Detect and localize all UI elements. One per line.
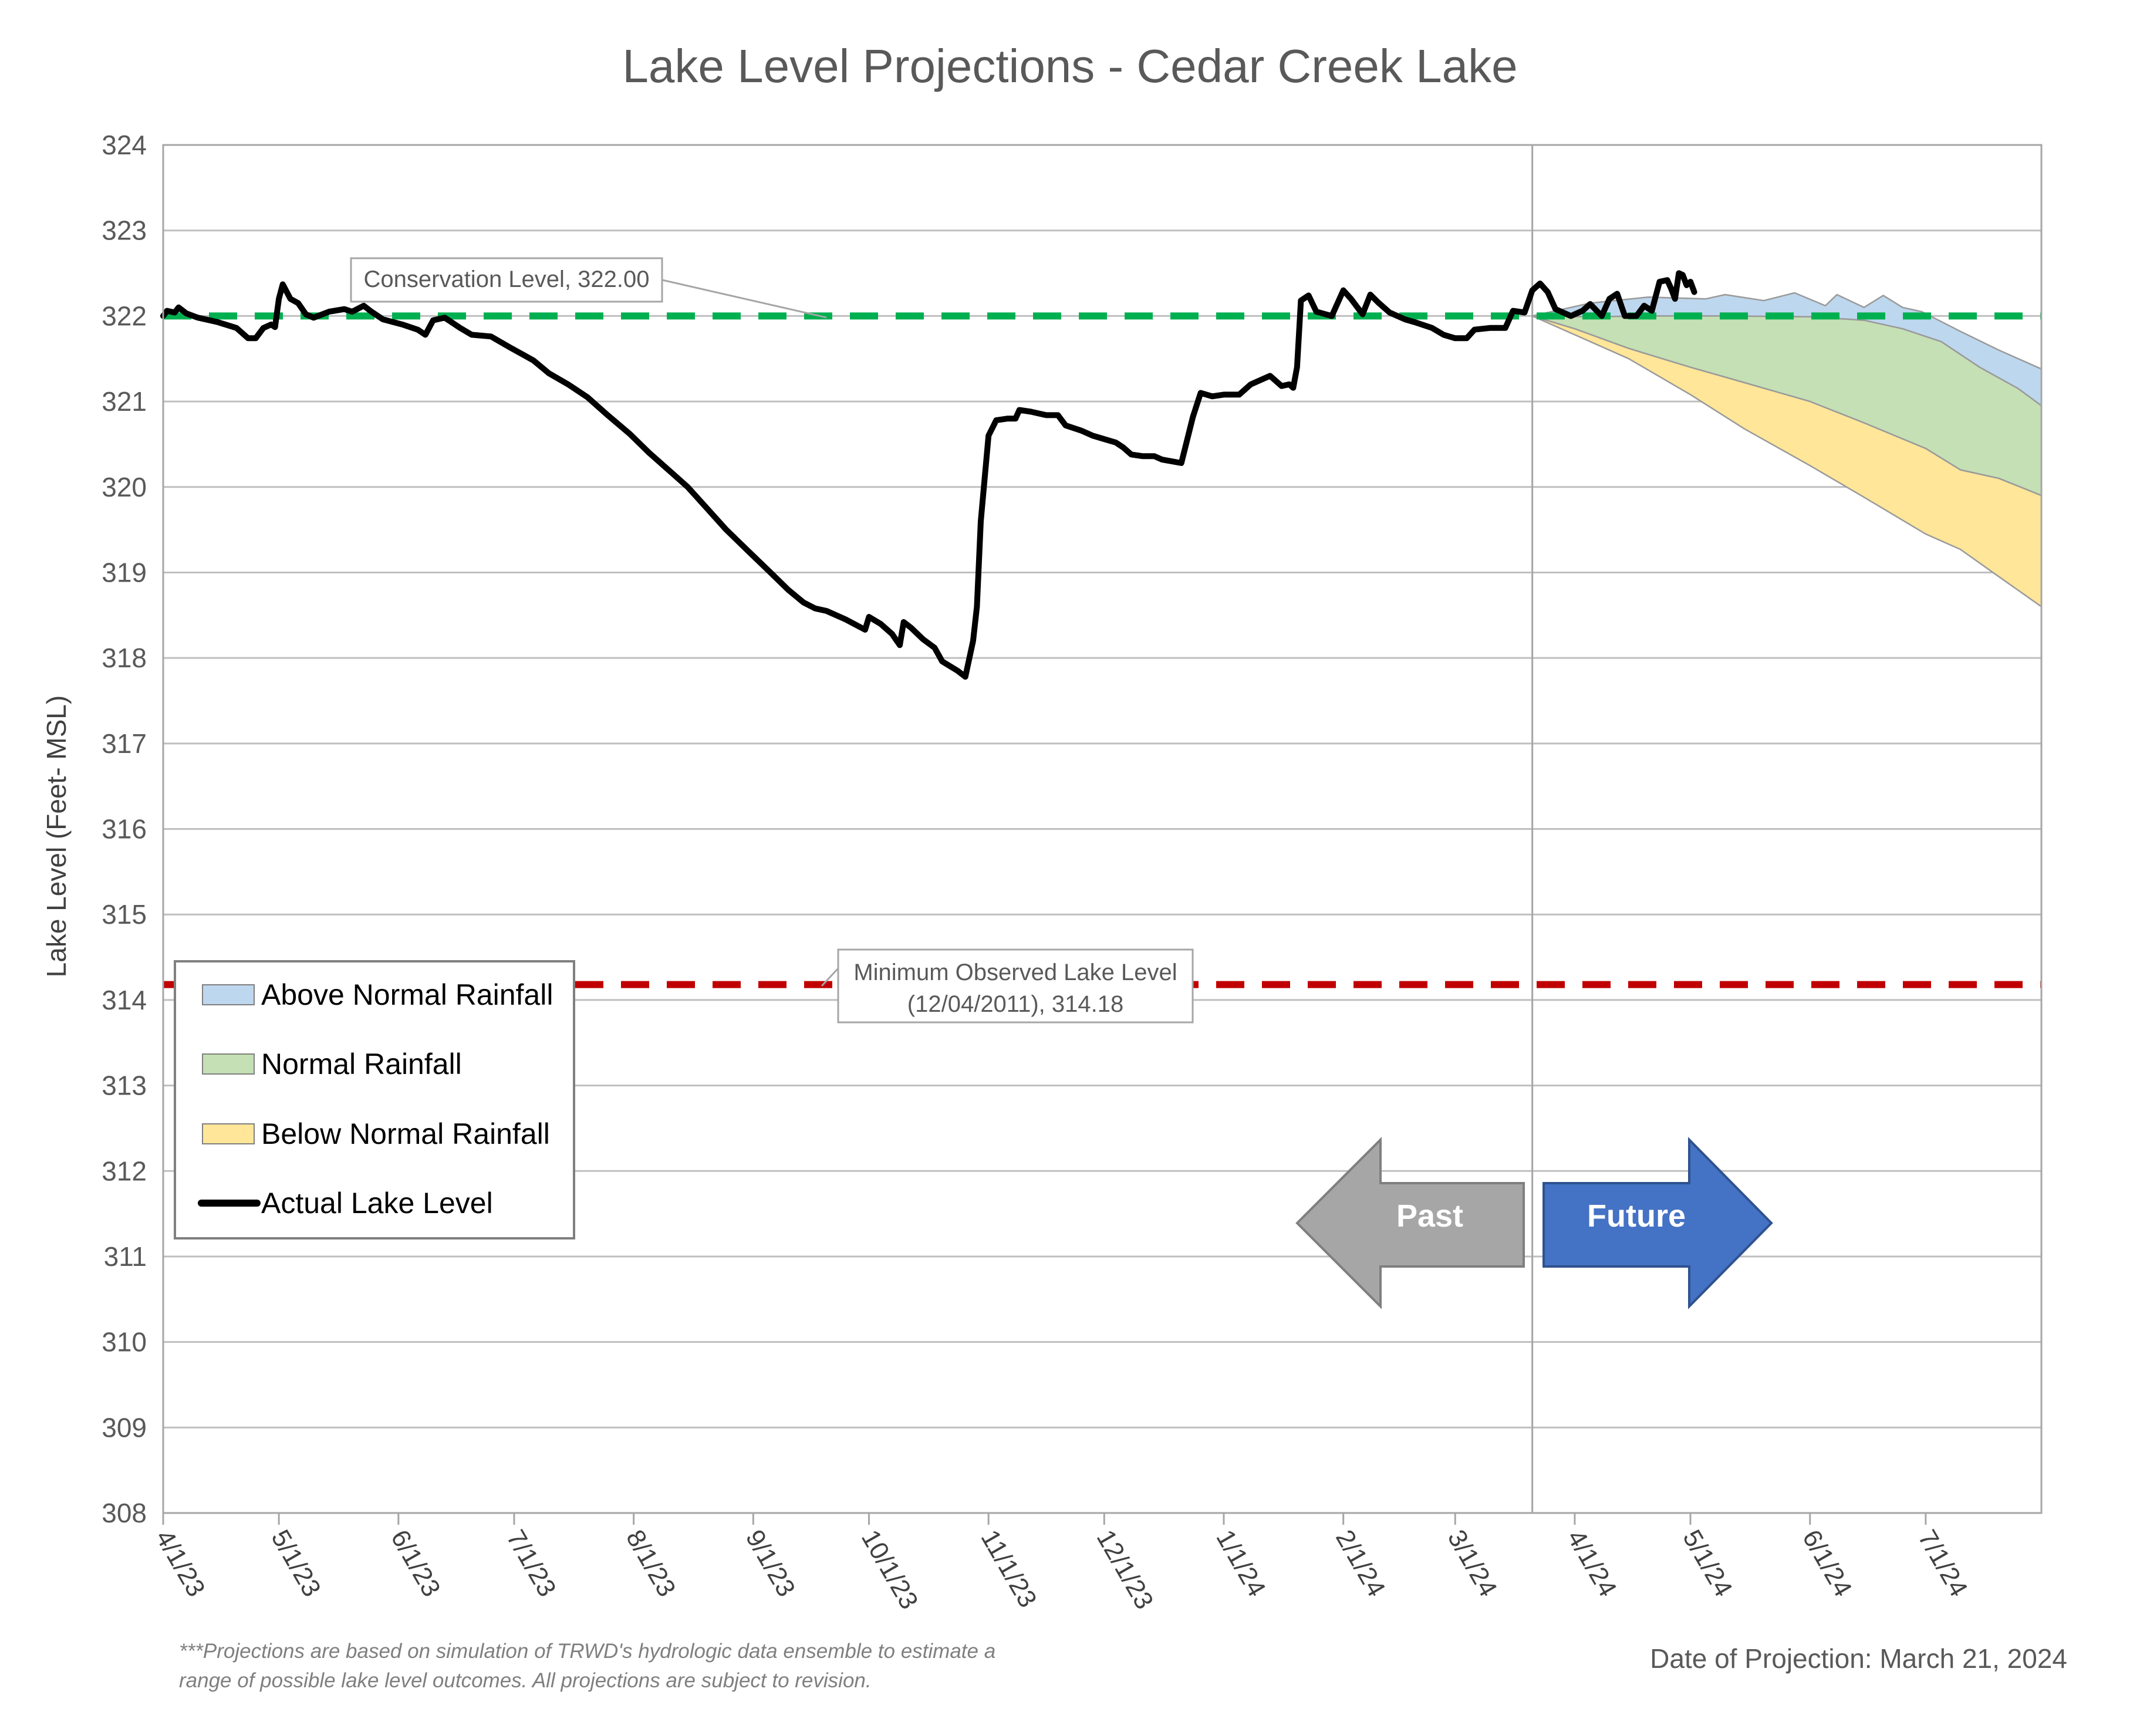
future-arrow-label: Future — [1587, 1198, 1686, 1234]
y-tick-label-315: 315 — [102, 899, 147, 930]
minimum-callout-leader — [821, 967, 839, 987]
minimum-callout-box — [837, 948, 1194, 1024]
y-tick-label-308: 308 — [102, 1498, 147, 1528]
y-tick-label-323: 323 — [102, 215, 147, 246]
minimum-callout-text-line2: (12/04/2011), 314.18 — [907, 991, 1123, 1017]
y-tick-label-311: 311 — [104, 1241, 147, 1272]
minimum-level-callout: Minimum Observed Lake Level (12/04/2011)… — [821, 948, 1194, 1024]
conservation-callout-text: Conservation Level, 322.00 — [364, 266, 650, 292]
y-tick-label-309: 309 — [102, 1412, 147, 1443]
y-tick-label-322: 322 — [102, 300, 147, 331]
y-axis-label: Lake Level (Feet- MSL) — [41, 695, 72, 978]
footnote-line1: ***Projections are based on simulation o… — [179, 1640, 995, 1663]
conservation-callout-box — [350, 257, 663, 303]
legend-swatch-below-normal — [202, 1123, 255, 1144]
y-tick-label-324: 324 — [102, 130, 147, 160]
plot-frame — [162, 144, 2043, 1514]
conservation-callout-leader — [661, 279, 827, 319]
legend-label-above-normal: Above Normal Rainfall — [261, 978, 553, 1011]
legend-label-actual: Actual Lake Level — [261, 1187, 493, 1220]
future-arrow: Future — [1542, 1137, 1773, 1309]
past-arrow-label: Past — [1396, 1198, 1463, 1234]
actual-lake-level-line — [160, 270, 1697, 680]
date-of-projection: Date of Projection: March 21, 2024 — [1650, 1643, 2067, 1674]
legend: Above Normal Rainfall Normal Rainfall Be… — [174, 960, 575, 1239]
y-tick-label-319: 319 — [102, 557, 147, 587]
past-arrow: Past — [1295, 1137, 1525, 1309]
y-tick-label-314: 314 — [102, 985, 147, 1015]
y-tick-label-318: 318 — [102, 643, 147, 673]
actual-level-series — [160, 270, 1697, 680]
footnote-line2: range of possible lake level outcomes. A… — [179, 1669, 872, 1692]
y-tick-label-320: 320 — [102, 472, 147, 502]
y-tick-label-312: 312 — [102, 1156, 147, 1186]
y-tick-label-310: 310 — [102, 1327, 147, 1357]
minimum-callout-text-line1: Minimum Observed Lake Level — [853, 960, 1177, 985]
y-tick-label-313: 313 — [102, 1070, 147, 1101]
past-arrow-shape — [1295, 1137, 1525, 1309]
legend-label-normal: Normal Rainfall — [261, 1048, 462, 1080]
legend-swatch-above-normal — [202, 984, 255, 1005]
legend-box — [174, 960, 575, 1239]
conservation-callout: Conservation Level, 322.00 — [350, 257, 827, 319]
future-arrow-shape — [1542, 1137, 1773, 1309]
legend-label-below-normal: Below Normal Rainfall — [261, 1117, 550, 1150]
y-axis-ticks: 308 309 310 311 312 313 314 315 316 317 318 319 320 3… — [102, 130, 147, 1528]
chart-title: Lake Level Projections - Cedar Creek Lak… — [622, 40, 1517, 92]
y-tick-label-317: 317 — [102, 728, 147, 759]
plot-border — [162, 144, 2043, 1514]
y-tick-label-316: 316 — [102, 814, 147, 845]
legend-swatch-normal — [202, 1053, 255, 1075]
y-tick-label-321: 321 — [102, 386, 147, 417]
